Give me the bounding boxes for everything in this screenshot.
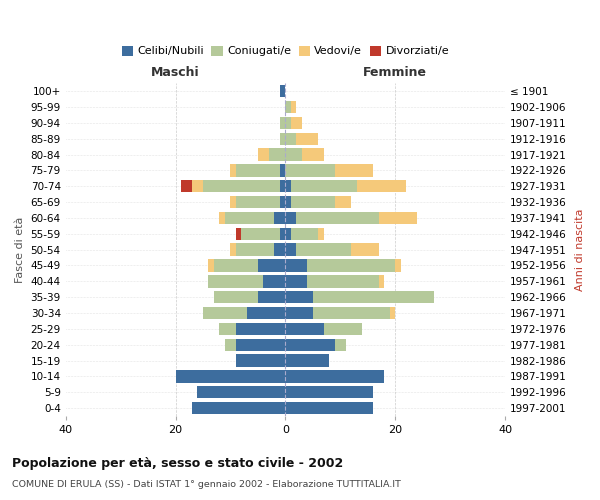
- Y-axis label: Anni di nascita: Anni di nascita: [575, 208, 585, 291]
- Bar: [263, 275, 286, 287]
- Bar: [258, 148, 269, 161]
- Bar: [280, 180, 286, 192]
- Bar: [280, 196, 286, 208]
- Bar: [208, 260, 214, 272]
- Bar: [208, 275, 263, 287]
- Bar: [286, 402, 373, 414]
- Bar: [280, 85, 286, 98]
- Bar: [379, 212, 417, 224]
- Bar: [236, 164, 280, 176]
- Bar: [335, 338, 346, 351]
- Bar: [286, 260, 307, 272]
- Bar: [286, 164, 335, 176]
- Bar: [236, 322, 286, 335]
- Bar: [230, 196, 236, 208]
- Y-axis label: Fasce di età: Fasce di età: [15, 216, 25, 283]
- Bar: [192, 180, 203, 192]
- Bar: [176, 370, 286, 382]
- Bar: [351, 244, 379, 256]
- Bar: [203, 307, 247, 319]
- Bar: [286, 275, 307, 287]
- Bar: [220, 322, 236, 335]
- Bar: [236, 338, 286, 351]
- Bar: [357, 180, 406, 192]
- Legend: Celibi/Nubili, Coniugati/e, Vedovi/e, Divorziati/e: Celibi/Nubili, Coniugati/e, Vedovi/e, Di…: [118, 42, 452, 60]
- Bar: [379, 275, 384, 287]
- Bar: [286, 196, 291, 208]
- Bar: [286, 322, 324, 335]
- Bar: [280, 132, 286, 145]
- Text: Femmine: Femmine: [363, 66, 427, 78]
- Bar: [197, 386, 286, 398]
- Bar: [274, 244, 286, 256]
- Bar: [286, 212, 296, 224]
- Bar: [230, 244, 236, 256]
- Bar: [286, 338, 335, 351]
- Bar: [296, 212, 379, 224]
- Bar: [296, 132, 319, 145]
- Bar: [258, 291, 286, 304]
- Bar: [286, 148, 302, 161]
- Bar: [291, 180, 357, 192]
- Bar: [319, 228, 324, 240]
- Bar: [214, 260, 258, 272]
- Bar: [302, 148, 324, 161]
- Bar: [395, 260, 401, 272]
- Bar: [307, 275, 379, 287]
- Bar: [203, 180, 280, 192]
- Bar: [236, 354, 286, 366]
- Bar: [291, 117, 302, 129]
- Bar: [286, 386, 373, 398]
- Bar: [286, 291, 313, 304]
- Bar: [286, 132, 296, 145]
- Bar: [181, 180, 192, 192]
- Bar: [313, 291, 434, 304]
- Bar: [291, 228, 319, 240]
- Bar: [313, 307, 390, 319]
- Bar: [225, 212, 274, 224]
- Bar: [286, 370, 384, 382]
- Bar: [324, 322, 362, 335]
- Bar: [286, 180, 291, 192]
- Bar: [280, 117, 286, 129]
- Bar: [236, 228, 241, 240]
- Text: Maschi: Maschi: [151, 66, 200, 78]
- Bar: [307, 260, 395, 272]
- Bar: [286, 228, 291, 240]
- Bar: [230, 164, 236, 176]
- Bar: [286, 354, 329, 366]
- Bar: [291, 196, 335, 208]
- Bar: [274, 212, 286, 224]
- Bar: [280, 228, 286, 240]
- Bar: [280, 164, 286, 176]
- Bar: [291, 101, 296, 114]
- Bar: [286, 117, 291, 129]
- Bar: [335, 196, 351, 208]
- Bar: [236, 244, 274, 256]
- Bar: [286, 307, 313, 319]
- Bar: [247, 307, 286, 319]
- Bar: [335, 164, 373, 176]
- Bar: [241, 228, 280, 240]
- Bar: [286, 244, 296, 256]
- Bar: [296, 244, 351, 256]
- Bar: [258, 260, 286, 272]
- Bar: [269, 148, 286, 161]
- Bar: [390, 307, 395, 319]
- Bar: [236, 196, 280, 208]
- Bar: [286, 101, 291, 114]
- Bar: [192, 402, 286, 414]
- Bar: [220, 212, 225, 224]
- Bar: [225, 338, 236, 351]
- Bar: [214, 291, 258, 304]
- Text: Popolazione per età, sesso e stato civile - 2002: Popolazione per età, sesso e stato civil…: [12, 458, 343, 470]
- Text: COMUNE DI ERULA (SS) - Dati ISTAT 1° gennaio 2002 - Elaborazione TUTTITALIA.IT: COMUNE DI ERULA (SS) - Dati ISTAT 1° gen…: [12, 480, 401, 489]
